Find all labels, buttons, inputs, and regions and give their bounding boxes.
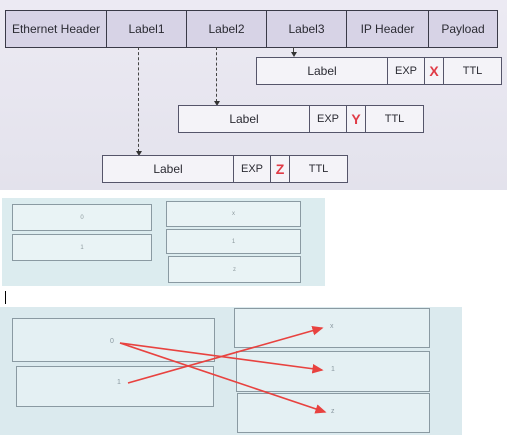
right-value-z: z: [331, 408, 335, 415]
mapping-arrows: [119, 326, 327, 414]
left-box-1: [16, 366, 214, 407]
label-field: Label: [257, 58, 388, 84]
right-slot-z: z: [168, 256, 301, 283]
left-value-1: 1: [117, 379, 121, 386]
label2-connector: [216, 47, 217, 102]
right-box-z: [237, 393, 430, 433]
label3-arrowhead: [291, 52, 297, 57]
left-box-0: [12, 318, 215, 362]
value-slots-panel: 0 1 x 1 z: [2, 198, 325, 286]
left-slot-0: 0: [12, 204, 152, 231]
exp-field: EXP: [388, 58, 425, 84]
right-slot-1: 1: [166, 229, 301, 254]
right-box-1: [236, 351, 430, 392]
right-value-x: x: [330, 323, 334, 330]
ttl-field: TTL: [308, 163, 329, 175]
ttl-field: TTL: [384, 113, 405, 125]
label1-cell: Label1: [107, 11, 187, 47]
ttl-field: TTL: [462, 65, 483, 77]
exp-field: EXP: [310, 106, 347, 132]
mapping-panel: 0 1 x 1 z: [0, 307, 462, 435]
var-z: Z: [271, 156, 290, 182]
label2-fields: Label EXP Y TTL: [178, 105, 424, 133]
right-value-1: 1: [331, 366, 335, 373]
arrow-1-to-x: [127, 326, 324, 384]
payload-cell: Payload: [429, 11, 497, 47]
label2-cell: Label2: [187, 11, 267, 47]
label3-cell: Label3: [267, 11, 347, 47]
arrow-0-to-z: [119, 342, 327, 414]
exp-field: EXP: [234, 156, 271, 182]
ip-header-cell: IP Header: [347, 11, 429, 47]
packet-header-row: Ethernet Header Label1 Label2 Label3 IP …: [5, 10, 498, 48]
right-slot-x: x: [166, 201, 301, 227]
label-field: Label: [103, 156, 234, 182]
ethernet-header-cell: Ethernet Header: [6, 11, 107, 47]
label3-fields: Label EXP X TTL: [256, 57, 502, 85]
label3-connector: [293, 47, 294, 53]
label-field: Label: [179, 106, 310, 132]
label1-arrowhead: [136, 151, 142, 156]
var-x: X: [425, 58, 444, 84]
label1-connector: [138, 47, 139, 152]
var-y: Y: [347, 106, 366, 132]
left-slot-1: 1: [12, 234, 152, 261]
label2-arrowhead: [214, 101, 220, 106]
right-box-x: [234, 308, 430, 348]
label1-fields: Label EXP Z TTL: [102, 155, 348, 183]
left-value-0: 0: [110, 338, 114, 345]
text-cursor: [5, 291, 6, 304]
mpls-label-stack-diagram: Ethernet Header Label1 Label2 Label3 IP …: [0, 0, 507, 190]
